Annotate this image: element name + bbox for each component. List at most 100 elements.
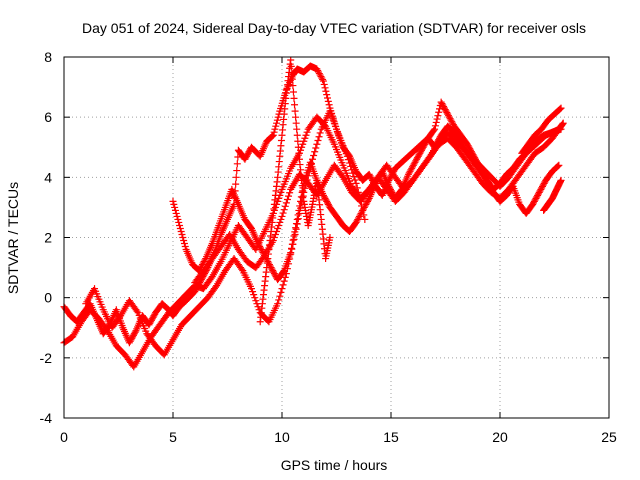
data-point: [238, 265, 246, 273]
data-point: [291, 101, 299, 109]
x-tick-label: 10: [274, 429, 290, 445]
data-point: [200, 258, 208, 266]
data-point: [347, 162, 355, 170]
data-point: [440, 103, 448, 111]
data-point: [529, 200, 537, 208]
data-point: [280, 277, 288, 285]
data-point: [324, 199, 332, 207]
data-point: [358, 202, 366, 210]
data-point: [289, 88, 297, 96]
data-point: [302, 131, 310, 139]
data-point: [273, 116, 281, 124]
data-point: [295, 149, 303, 157]
data-point: [430, 126, 438, 134]
data-point: [257, 246, 265, 254]
data-point: [300, 137, 308, 145]
y-tick-label: 6: [44, 109, 52, 125]
data-point: [555, 106, 563, 114]
data-point: [288, 69, 296, 77]
data-point: [287, 56, 295, 64]
data-point: [333, 125, 340, 133]
data-point: [435, 108, 443, 116]
data-point: [533, 193, 541, 201]
data-point: [464, 142, 472, 150]
data-point: [327, 110, 335, 118]
data-point: [301, 134, 309, 142]
data-point: [405, 169, 413, 177]
data-point: [289, 82, 297, 90]
data-point: [409, 163, 417, 171]
series-track-6: [256, 56, 334, 326]
data-point: [415, 151, 423, 159]
data-point: [385, 182, 393, 190]
data-point: [171, 203, 179, 211]
data-point: [179, 234, 187, 241]
y-tick-label: -4: [40, 410, 53, 426]
data-point: [232, 173, 240, 181]
data-point: [364, 197, 372, 205]
data-point: [538, 184, 546, 192]
data-point: [172, 209, 180, 217]
data-point: [419, 143, 427, 151]
data-point: [233, 160, 241, 168]
data-point: [294, 137, 302, 145]
data-point: [353, 184, 361, 192]
data-point: [353, 217, 361, 225]
data-point: [434, 112, 442, 120]
data-point: [487, 184, 495, 192]
data-point: [282, 270, 290, 278]
data-point: [410, 160, 418, 168]
data-point: [554, 162, 562, 170]
data-point: [323, 197, 331, 205]
data-point: [534, 191, 542, 199]
data-point: [271, 203, 279, 211]
data-point: [294, 215, 302, 223]
data-point: [241, 155, 249, 163]
data-point: [291, 230, 299, 238]
data-point: [418, 146, 426, 154]
data-point: [324, 94, 332, 102]
data-point: [295, 209, 303, 217]
data-point: [169, 197, 177, 205]
data-point: [362, 200, 370, 208]
data-point: [449, 119, 457, 127]
data-point: [439, 101, 447, 109]
data-point: [247, 285, 255, 293]
data-point: [433, 115, 441, 123]
data-point: [488, 185, 496, 193]
data-point: [444, 110, 452, 118]
data-point: [290, 94, 298, 102]
data-point: [531, 196, 539, 204]
data-point: [249, 288, 257, 296]
data-point: [270, 268, 278, 276]
data-point: [314, 136, 322, 144]
data-point: [348, 166, 356, 174]
data-point: [170, 200, 178, 208]
data-point: [465, 143, 473, 151]
data-point: [540, 179, 548, 187]
data-point: [485, 181, 493, 189]
data-point: [282, 199, 290, 207]
data-point: [325, 101, 333, 109]
data-point: [149, 313, 157, 321]
data-point: [274, 113, 282, 121]
data-point: [346, 159, 354, 167]
data-point: [254, 240, 262, 248]
data-point: [171, 206, 179, 214]
data-point: [321, 194, 329, 202]
data-point: [350, 173, 358, 181]
data-point: [431, 122, 439, 130]
series-track-3: [169, 98, 563, 284]
data-point: [145, 321, 153, 329]
data-point: [173, 212, 181, 220]
data-point: [146, 319, 154, 327]
data-point: [177, 227, 185, 235]
data-point: [445, 113, 453, 121]
x-tick-label: 15: [383, 429, 399, 445]
data-point: [364, 196, 372, 204]
data-point: [299, 140, 307, 148]
data-point: [127, 336, 135, 344]
data-point: [556, 105, 564, 113]
data-point: [359, 206, 367, 214]
